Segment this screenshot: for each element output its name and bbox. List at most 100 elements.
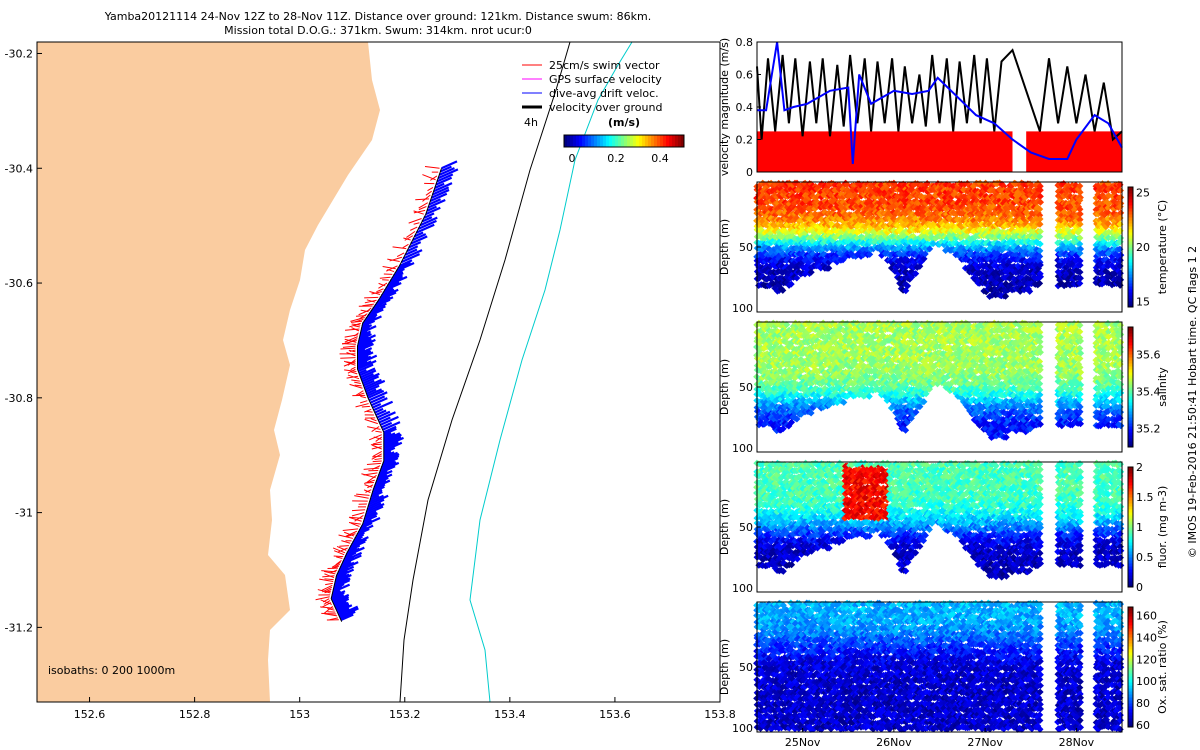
drift-vector xyxy=(339,561,352,569)
swim-vector xyxy=(333,555,344,558)
swim-vector xyxy=(342,345,356,348)
swim-vector xyxy=(373,450,382,457)
swim-vector xyxy=(406,230,416,238)
map-lon-tick-label: 153.8 xyxy=(704,708,736,721)
map-lat-tick-label: -31 xyxy=(15,507,33,520)
drift-vector xyxy=(383,436,404,448)
drift-vector xyxy=(342,556,355,564)
colorbar-cell xyxy=(642,135,646,147)
drift-vector xyxy=(441,160,458,170)
drift-vector xyxy=(357,342,374,353)
legend-swim-label: 25cm/s swim vector xyxy=(549,59,660,72)
colorbar-cell xyxy=(654,135,658,147)
swim-vector xyxy=(319,578,334,582)
map-lon-tick-label: 152.8 xyxy=(179,708,211,721)
colorbar-cell xyxy=(582,135,586,147)
drift-vector xyxy=(375,473,393,483)
colorbar-cell xyxy=(624,135,628,147)
map-legend: 25cm/s swim vector GPS surface velocity … xyxy=(522,59,685,165)
drift-vector xyxy=(380,461,397,471)
drift-vector xyxy=(356,527,370,536)
drift-vector xyxy=(362,316,376,325)
swim-vector xyxy=(341,540,351,544)
drift-vector xyxy=(357,341,373,351)
legend-gps-label: GPS surface velocity xyxy=(549,73,662,86)
drift-vector xyxy=(372,485,385,494)
drift-vector xyxy=(378,465,396,475)
drift-vector xyxy=(383,432,396,440)
drift-vector xyxy=(332,593,350,603)
drift-vector xyxy=(336,565,355,576)
drift-vector xyxy=(379,288,399,299)
swim-vector xyxy=(351,509,366,512)
colorbar-cell xyxy=(579,135,583,147)
swim-vector xyxy=(374,458,382,461)
drift-vector xyxy=(357,337,372,346)
colorbar-cell xyxy=(1128,277,1133,281)
drift-vector xyxy=(432,186,450,196)
drift-vector xyxy=(357,360,372,369)
drift-vector xyxy=(336,569,348,577)
swim-vector xyxy=(358,309,371,316)
drift-vector xyxy=(375,476,389,485)
swim-vector xyxy=(321,612,337,615)
drift-vector xyxy=(381,460,396,469)
colorbar-cell xyxy=(675,135,679,147)
swim-vector xyxy=(413,209,426,214)
drift-vector xyxy=(334,600,347,608)
swim-vector xyxy=(332,547,346,554)
colorbar-cell xyxy=(1128,298,1133,302)
colorbar-cell xyxy=(1128,193,1133,197)
swim-vector xyxy=(350,320,363,323)
swim-vector xyxy=(336,556,343,560)
swim-vector xyxy=(322,575,335,578)
map-panel: 152.6 152.8 153 153.2 153.4 153.6 153.8 -30.2-… xyxy=(5,41,736,721)
swim-vector xyxy=(345,530,358,537)
drift-vector xyxy=(361,315,382,326)
colorbar-cell xyxy=(663,135,667,147)
drift-vector xyxy=(429,192,448,203)
drift-vector xyxy=(334,573,350,582)
swim-vector xyxy=(351,323,361,326)
drift-vector xyxy=(404,248,418,256)
swim-vector xyxy=(418,206,427,211)
swim-vector xyxy=(382,265,396,270)
drift-vector xyxy=(347,544,361,552)
swim-vector xyxy=(349,383,363,389)
swim-vector xyxy=(333,550,345,556)
drift-vector xyxy=(430,188,450,199)
colorbar-cell xyxy=(636,135,640,147)
swim-vector xyxy=(376,288,384,293)
swim-vector xyxy=(415,198,430,201)
drift-vector xyxy=(368,391,388,402)
drift-vector xyxy=(360,326,371,333)
drift-vector xyxy=(381,288,395,297)
swim-vector xyxy=(324,578,334,581)
swim-vector xyxy=(361,473,376,479)
swim-vector xyxy=(413,222,420,225)
swim-vector xyxy=(371,291,382,295)
swim-vector xyxy=(332,563,340,569)
drift-vector xyxy=(417,219,437,230)
colorbar-cell xyxy=(1128,220,1133,224)
colorbar-cell xyxy=(1128,226,1133,230)
drift-vector xyxy=(372,483,386,491)
colorbar-cell xyxy=(1128,208,1133,212)
swim-vector xyxy=(344,531,355,537)
drift-vector xyxy=(363,512,378,521)
swim-vector xyxy=(372,455,382,458)
drift-vector xyxy=(361,319,376,328)
swim-vector xyxy=(370,443,382,446)
swim-vector xyxy=(360,400,368,404)
drift-vector xyxy=(360,325,377,335)
colorbar-cell xyxy=(570,135,574,147)
swim-vector xyxy=(336,545,347,551)
colorbar-cell xyxy=(639,135,643,147)
drift-vector xyxy=(333,597,350,607)
colorbar-cell xyxy=(1128,265,1133,269)
swim-vector xyxy=(363,489,371,493)
drift-vector xyxy=(340,560,352,567)
